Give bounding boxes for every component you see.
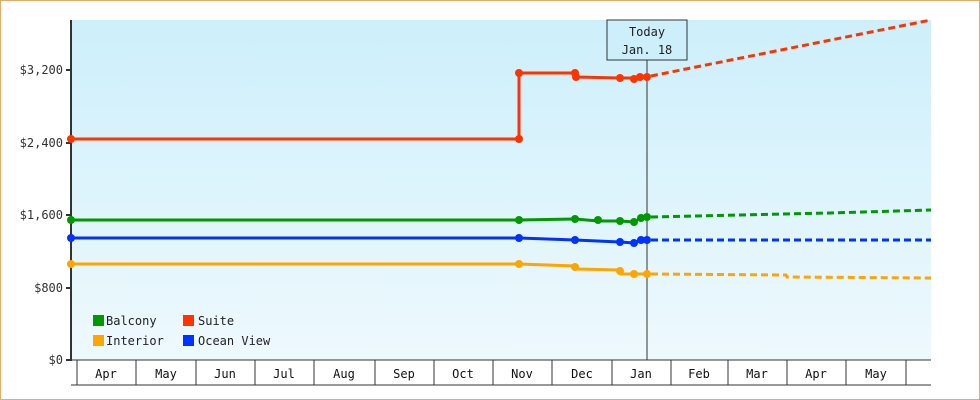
month-label: Aug — [333, 367, 355, 381]
month-label: Oct — [452, 367, 474, 381]
today-label: Today — [629, 25, 665, 39]
month-label: Dec — [571, 367, 593, 381]
series-ocean-view — [67, 234, 931, 247]
month-label: Apr — [805, 367, 827, 381]
month-label: Sep — [393, 367, 415, 381]
series-balcony — [67, 208, 932, 226]
month-label: Jan — [630, 367, 652, 381]
legend-swatch-suite — [183, 315, 194, 326]
y-tick-label: $1,600 — [20, 208, 63, 222]
legend-swatch-balcony — [93, 315, 104, 326]
month-label: Feb — [688, 367, 710, 381]
legend-label-interior[interactable]: Interior — [106, 334, 164, 348]
today-date: Jan. 18 — [622, 43, 673, 57]
legend-label-suite[interactable]: Suite — [198, 314, 234, 328]
legend-swatch-ocean-view — [183, 335, 194, 346]
plot-area — [71, 20, 931, 360]
series-suite — [67, 18, 932, 143]
y-ticks: $3,200 $2,400 $1,600 $800 $0 — [20, 63, 71, 367]
series-interior — [67, 260, 932, 280]
month-label: Nov — [511, 367, 533, 381]
y-tick-label: $0 — [49, 353, 63, 367]
y-tick-label: $800 — [34, 281, 63, 295]
month-label: May — [865, 367, 887, 381]
month-label: Jun — [214, 367, 236, 381]
legend-swatch-interior — [93, 335, 104, 346]
legend-label-balcony[interactable]: Balcony — [106, 314, 157, 328]
today-marker: Today Jan. 18 — [606, 19, 688, 360]
month-label: May — [155, 367, 177, 381]
y-tick-label: $2,400 — [20, 136, 63, 150]
x-axis-months: Apr May Jun Jul Aug Sep Oct Nov Dec Jan … — [71, 359, 931, 386]
legend-label-ocean-view[interactable]: Ocean View — [198, 334, 271, 348]
y-tick-label: $3,200 — [20, 63, 63, 77]
month-label: Apr — [95, 367, 117, 381]
month-label: Mar — [746, 367, 768, 381]
legend: Balcony Suite Interior Ocean View — [93, 314, 271, 348]
month-label: Jul — [273, 367, 295, 381]
